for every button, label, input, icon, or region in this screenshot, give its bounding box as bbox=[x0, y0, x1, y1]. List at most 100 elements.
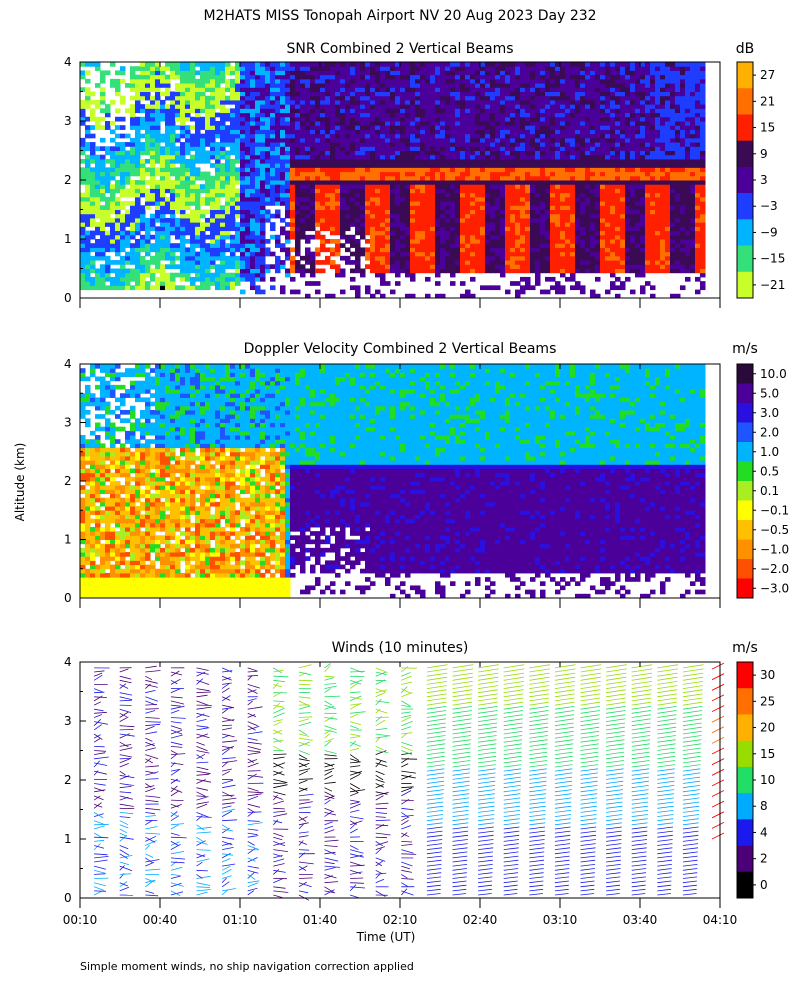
snr-cell bbox=[485, 268, 491, 274]
snr-cell bbox=[205, 247, 211, 253]
snr-cell bbox=[275, 142, 281, 147]
snr-cell bbox=[345, 260, 351, 265]
snr-cell bbox=[225, 171, 231, 177]
snr-cell bbox=[360, 180, 366, 185]
snr-cell bbox=[510, 201, 516, 206]
snr-cell bbox=[280, 243, 286, 248]
snr-cell bbox=[185, 230, 191, 236]
snr-cell bbox=[240, 247, 246, 253]
snr-cell bbox=[575, 62, 581, 67]
snr-cell bbox=[90, 192, 96, 198]
snr-cell bbox=[250, 239, 256, 244]
snr-cell bbox=[300, 91, 306, 97]
snr-cell bbox=[350, 260, 356, 265]
snr-cell bbox=[560, 142, 566, 147]
snr-cell bbox=[230, 78, 236, 84]
snr-cell bbox=[230, 175, 236, 181]
snr-cell bbox=[105, 70, 111, 76]
snr-cell bbox=[130, 201, 136, 206]
snr-cell bbox=[475, 188, 481, 194]
snr-cell bbox=[105, 247, 111, 253]
snr-cell bbox=[590, 180, 596, 185]
snr-cell bbox=[165, 133, 171, 139]
snr-cell bbox=[415, 175, 421, 181]
snr-cell bbox=[445, 133, 451, 139]
snr-cell bbox=[510, 95, 516, 101]
snr-cell bbox=[460, 230, 466, 236]
snr-cell bbox=[425, 121, 431, 126]
snr-cell bbox=[425, 293, 431, 299]
snr-cell bbox=[130, 234, 136, 240]
snr-cell bbox=[420, 78, 426, 84]
snr-cell bbox=[460, 150, 466, 156]
snr-cell bbox=[255, 175, 261, 181]
snr-cell bbox=[530, 66, 536, 71]
snr-cell bbox=[195, 125, 201, 130]
snr-cell bbox=[265, 116, 271, 122]
snr-cell bbox=[235, 276, 241, 282]
snr-cell bbox=[435, 251, 441, 257]
snr-cell bbox=[340, 188, 346, 194]
snr-cell bbox=[240, 188, 246, 194]
snr-cell bbox=[395, 74, 401, 80]
snr-cell bbox=[450, 66, 456, 71]
snr-cell bbox=[455, 150, 461, 156]
snr-cell bbox=[295, 196, 301, 202]
snr-cell bbox=[575, 222, 581, 227]
snr-cell bbox=[505, 171, 511, 177]
snr-cell bbox=[280, 196, 286, 202]
snr-cell bbox=[105, 125, 111, 130]
snr-cell bbox=[110, 234, 116, 240]
snr-cell bbox=[105, 268, 111, 274]
snr-cell bbox=[200, 264, 206, 269]
snr-cell bbox=[100, 180, 106, 185]
snr-cell bbox=[245, 230, 251, 236]
snr-cell bbox=[250, 137, 256, 143]
snr-cell bbox=[570, 196, 576, 202]
snr-cell bbox=[185, 129, 191, 135]
snr-cell bbox=[570, 137, 576, 143]
snr-cell bbox=[205, 116, 211, 122]
snr-cell bbox=[375, 133, 381, 139]
snr-cell bbox=[445, 260, 451, 265]
snr-cell bbox=[300, 180, 306, 185]
snr-cell bbox=[390, 70, 396, 76]
snr-cell bbox=[255, 108, 261, 114]
snr-cell bbox=[190, 188, 196, 194]
snr-cell bbox=[455, 188, 461, 194]
snr-cell bbox=[280, 112, 286, 118]
snr-cell bbox=[550, 209, 556, 215]
snr-cell bbox=[245, 260, 251, 265]
snr-cell bbox=[230, 133, 236, 139]
snr-cell bbox=[115, 268, 121, 274]
snr-cell bbox=[360, 213, 366, 219]
snr-cell bbox=[340, 62, 346, 67]
snr-cell bbox=[210, 196, 216, 202]
snr-cell bbox=[465, 104, 471, 109]
snr-cell bbox=[545, 255, 551, 261]
snr-cell bbox=[235, 70, 241, 76]
snr-cell bbox=[500, 112, 506, 118]
snr-cell bbox=[215, 91, 221, 97]
snr-cell bbox=[420, 234, 426, 240]
snr-cell bbox=[410, 70, 416, 76]
snr-cell bbox=[505, 226, 511, 232]
snr-cell bbox=[225, 264, 231, 269]
snr-cell bbox=[310, 251, 316, 257]
snr-cell bbox=[115, 171, 121, 177]
snr-cell bbox=[185, 163, 191, 168]
snr-cell bbox=[195, 116, 201, 122]
snr-cell bbox=[420, 175, 426, 181]
snr-cell bbox=[425, 104, 431, 109]
snr-cell bbox=[590, 95, 596, 101]
snr-cell bbox=[555, 260, 561, 265]
snr-cell bbox=[155, 192, 161, 198]
snr-cell bbox=[80, 62, 86, 67]
snr-cell bbox=[395, 243, 401, 248]
snr-cell bbox=[170, 264, 176, 269]
snr-cell bbox=[365, 222, 371, 227]
snr-cell bbox=[195, 251, 201, 257]
snr-cell bbox=[380, 272, 386, 278]
snr-cell bbox=[365, 125, 371, 130]
snr-cell bbox=[490, 66, 496, 71]
